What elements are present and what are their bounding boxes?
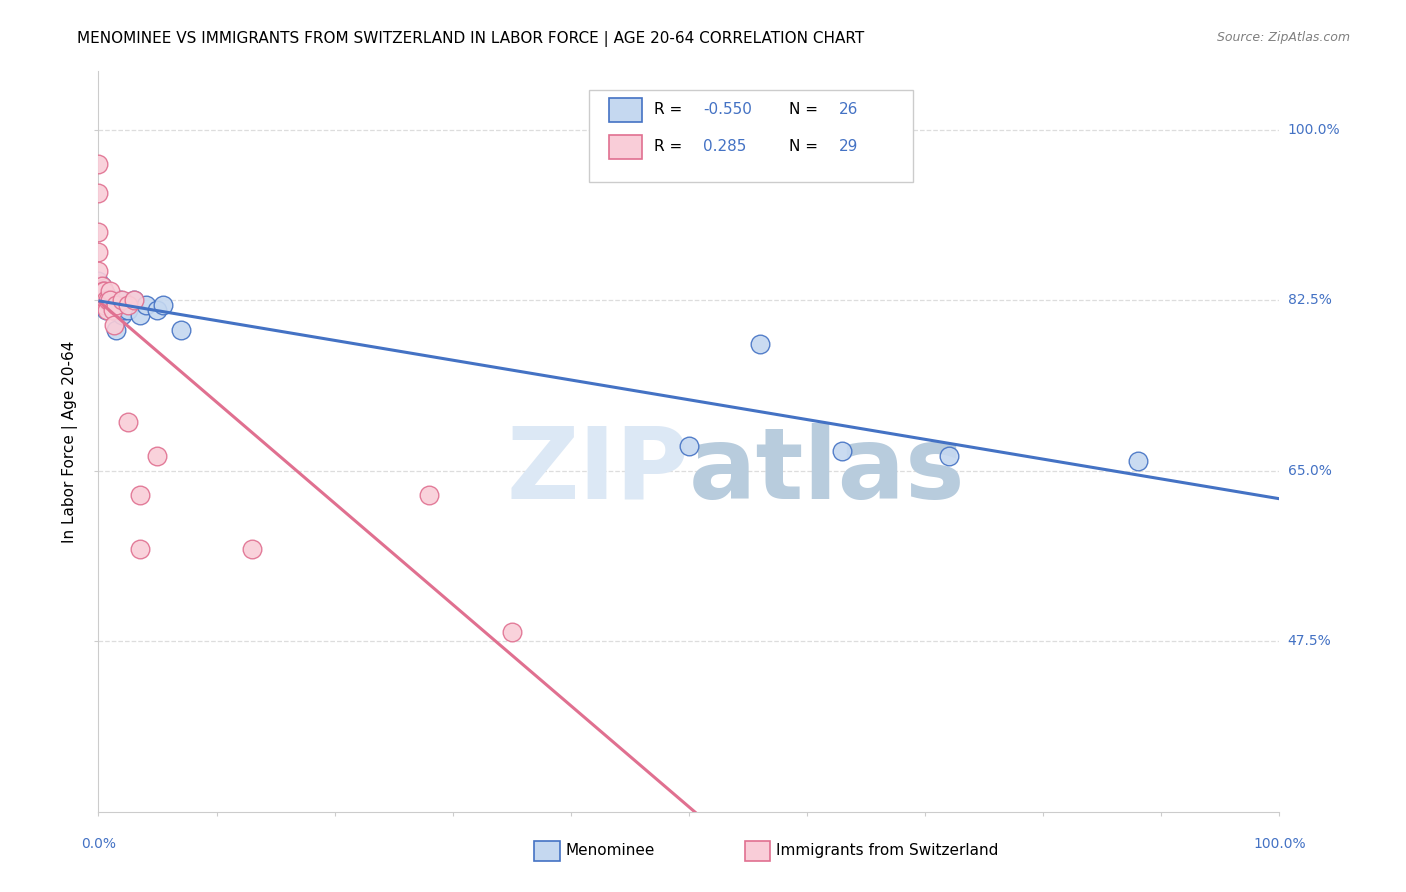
FancyBboxPatch shape xyxy=(609,135,641,159)
Text: 82.5%: 82.5% xyxy=(1288,293,1331,307)
Y-axis label: In Labor Force | Age 20-64: In Labor Force | Age 20-64 xyxy=(62,341,79,542)
Point xyxy=(1126,454,1149,468)
Point xyxy=(128,541,150,556)
Point xyxy=(91,284,114,298)
Text: atlas: atlas xyxy=(689,423,966,520)
Point xyxy=(87,186,110,201)
Point xyxy=(87,284,110,298)
Point xyxy=(240,541,263,556)
Text: N =: N = xyxy=(789,103,823,118)
Text: 100.0%: 100.0% xyxy=(1288,123,1340,136)
Point xyxy=(501,624,523,639)
Point xyxy=(103,318,125,332)
Point xyxy=(122,293,145,308)
Text: 26: 26 xyxy=(839,103,858,118)
Point xyxy=(91,293,114,308)
Point xyxy=(117,298,139,312)
Point xyxy=(117,303,139,318)
Text: 65.0%: 65.0% xyxy=(1288,464,1331,478)
Text: 29: 29 xyxy=(839,139,858,154)
Point xyxy=(146,449,169,463)
Point xyxy=(418,488,440,502)
Point xyxy=(128,488,150,502)
Point xyxy=(111,308,134,322)
Point xyxy=(87,225,110,239)
Text: ZIP: ZIP xyxy=(506,423,689,520)
Point xyxy=(152,298,174,312)
Point xyxy=(108,293,131,308)
Point xyxy=(135,298,157,312)
Text: -0.550: -0.550 xyxy=(703,103,752,118)
Text: N =: N = xyxy=(789,139,823,154)
Point xyxy=(101,303,124,318)
Point xyxy=(678,439,700,453)
FancyBboxPatch shape xyxy=(589,90,914,183)
Point xyxy=(128,308,150,322)
Point xyxy=(94,303,117,318)
Point xyxy=(91,293,114,308)
Text: 0.0%: 0.0% xyxy=(82,837,115,851)
Point xyxy=(97,293,120,308)
Point xyxy=(105,322,128,336)
Point xyxy=(97,293,120,308)
Point xyxy=(831,444,853,458)
Point xyxy=(96,303,118,318)
Point xyxy=(117,415,139,429)
Point xyxy=(938,449,960,463)
Point xyxy=(93,298,115,312)
Point xyxy=(87,244,110,259)
Text: 0.285: 0.285 xyxy=(703,139,747,154)
Point xyxy=(87,274,110,288)
Text: MENOMINEE VS IMMIGRANTS FROM SWITZERLAND IN LABOR FORCE | AGE 20-64 CORRELATION : MENOMINEE VS IMMIGRANTS FROM SWITZERLAND… xyxy=(77,31,865,47)
Text: Source: ZipAtlas.com: Source: ZipAtlas.com xyxy=(1216,31,1350,45)
Point xyxy=(93,284,115,298)
Point xyxy=(112,303,135,318)
Text: R =: R = xyxy=(654,139,686,154)
Text: 47.5%: 47.5% xyxy=(1288,634,1331,648)
Point xyxy=(87,284,110,298)
Point xyxy=(94,288,117,302)
FancyBboxPatch shape xyxy=(609,98,641,121)
Point xyxy=(87,264,110,278)
Point xyxy=(146,303,169,318)
Point xyxy=(94,293,117,308)
Point xyxy=(105,298,128,312)
Point xyxy=(87,157,110,171)
Text: 100.0%: 100.0% xyxy=(1253,837,1306,851)
Point xyxy=(98,293,121,308)
Point xyxy=(91,278,114,293)
Point xyxy=(91,278,114,293)
Text: Immigrants from Switzerland: Immigrants from Switzerland xyxy=(776,844,998,858)
Text: R =: R = xyxy=(654,103,686,118)
Point xyxy=(170,322,193,336)
Point xyxy=(122,293,145,308)
Point xyxy=(111,293,134,308)
Text: Menominee: Menominee xyxy=(565,844,655,858)
Point xyxy=(748,337,770,351)
Point xyxy=(98,298,121,312)
Point xyxy=(101,303,124,318)
Point xyxy=(98,284,121,298)
Point xyxy=(93,284,115,298)
